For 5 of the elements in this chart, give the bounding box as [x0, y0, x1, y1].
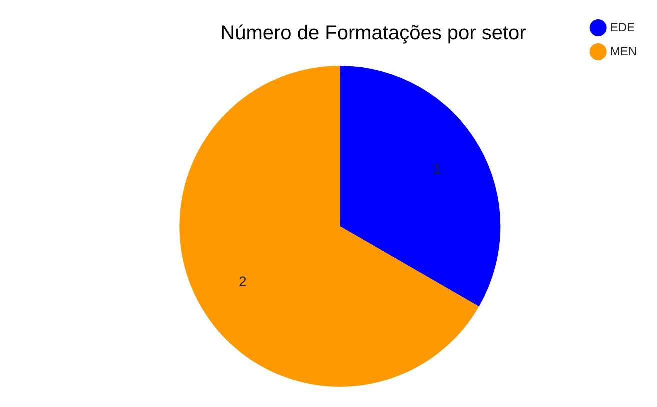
data-label: 1 — [434, 161, 442, 178]
data-label: 2 — [238, 274, 247, 290]
chart-title: Número de Formatações por setor — [220, 22, 527, 45]
legend-label: EDE — [610, 20, 636, 34]
legend-label: MEN — [610, 44, 638, 58]
